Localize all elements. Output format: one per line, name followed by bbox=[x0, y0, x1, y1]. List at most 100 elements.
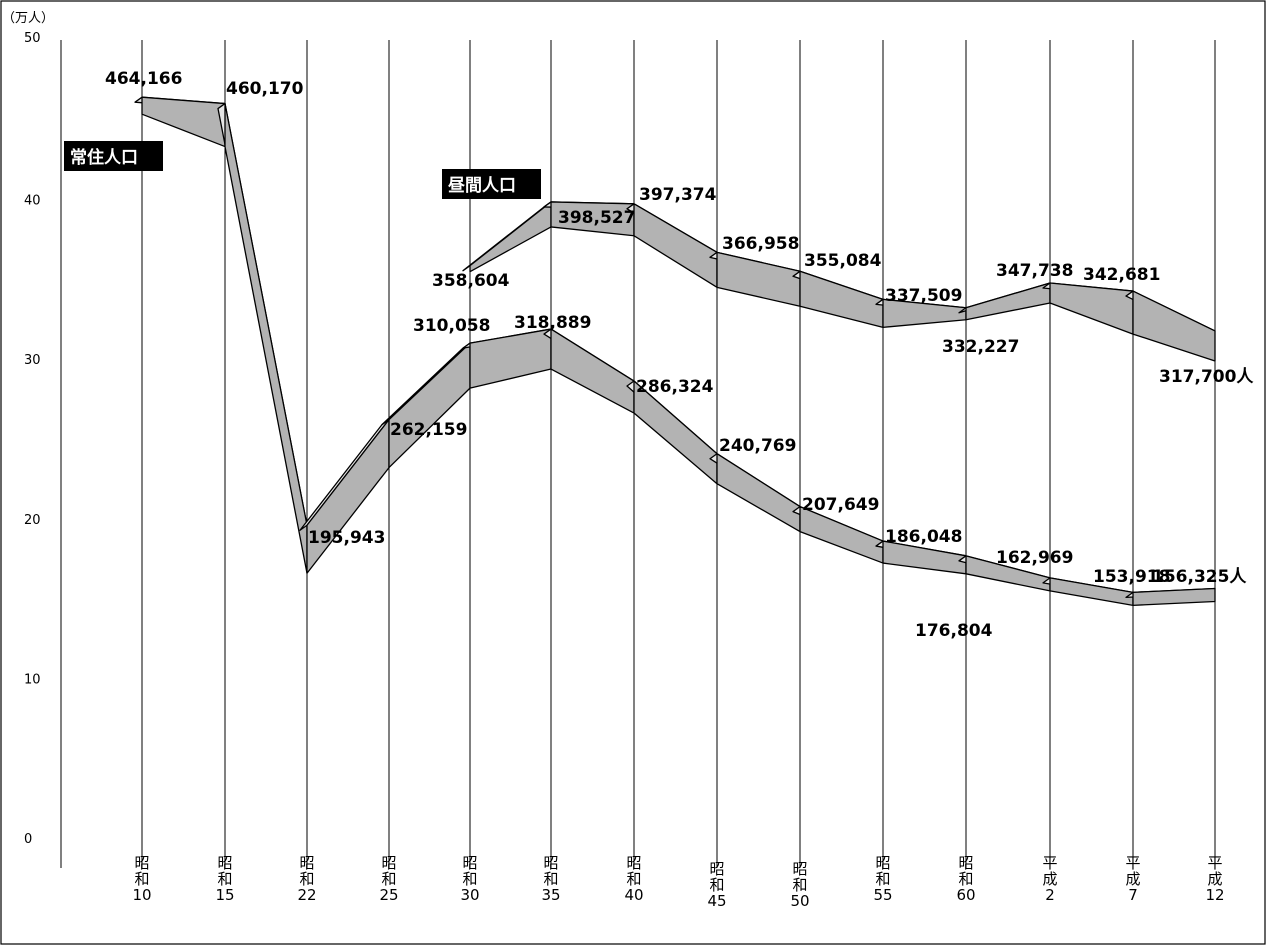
data-label: 358,604 bbox=[432, 271, 510, 291]
x-tick-label-part: 昭 bbox=[381, 854, 396, 872]
y-tick-label: 30 bbox=[24, 353, 41, 368]
x-tick-label: 平成2 bbox=[1042, 854, 1057, 904]
series-name-box: 常住人口 bbox=[64, 141, 163, 171]
ribbon-segment bbox=[799, 505, 884, 564]
x-tick-label-part: 和 bbox=[299, 870, 314, 888]
data-label: 342,681 bbox=[1083, 265, 1160, 285]
y-tick-label: 40 bbox=[24, 194, 41, 209]
data-label: 464,166 bbox=[105, 69, 182, 89]
x-tick-label-part: 12 bbox=[1205, 886, 1224, 904]
data-label: 347,738 bbox=[996, 261, 1073, 281]
x-tick-label-part: 45 bbox=[707, 892, 726, 910]
ribbon-segment bbox=[1132, 587, 1216, 606]
x-tick-label-part: 成 bbox=[1042, 870, 1057, 888]
ribbon-segment bbox=[388, 342, 471, 469]
data-label: 355,084 bbox=[804, 251, 882, 271]
x-axis-labels: 昭和10昭和15昭和22昭和25昭和30昭和35昭和40昭和45昭和50昭和55… bbox=[132, 854, 1224, 910]
series-name-label: 昼間人口 bbox=[448, 176, 516, 196]
x-tick-label-part: 和 bbox=[875, 870, 890, 888]
x-tick-label-part: 25 bbox=[379, 886, 398, 904]
ribbon-segment bbox=[224, 102, 308, 574]
x-tick-label-part: 15 bbox=[215, 886, 234, 904]
ribbon-segment bbox=[1132, 290, 1216, 362]
x-tick-label-part: 昭 bbox=[462, 854, 477, 872]
ribbon-segment bbox=[469, 328, 552, 389]
ribbon-segment bbox=[1049, 282, 1134, 335]
x-tick-label-part: 和 bbox=[217, 870, 232, 888]
series-name-box: 昼間人口 bbox=[442, 169, 541, 199]
x-tick-label-part: 和 bbox=[134, 870, 149, 888]
x-tick-label: 平成7 bbox=[1125, 854, 1140, 904]
data-label: 176,804 bbox=[915, 621, 993, 641]
y-tick-label: 0 bbox=[24, 832, 32, 847]
y-tick-label: 20 bbox=[24, 513, 41, 528]
x-tick-label-part: 10 bbox=[132, 886, 151, 904]
x-tick-label-part: 40 bbox=[624, 886, 643, 904]
y-tick-label: 10 bbox=[24, 672, 41, 687]
ribbon-segment bbox=[799, 270, 884, 328]
x-tick-label-part: 30 bbox=[460, 886, 479, 904]
x-tick-label-part: 昭 bbox=[543, 854, 558, 872]
ribbon-segment bbox=[306, 418, 390, 574]
ribbon-segment bbox=[141, 96, 226, 148]
data-label: 317,700人 bbox=[1159, 367, 1254, 387]
series-name-bg bbox=[442, 169, 541, 199]
ribbon-segment bbox=[716, 251, 801, 307]
data-label: 337,509 bbox=[885, 286, 962, 306]
x-tick-label-part: 和 bbox=[792, 876, 807, 894]
x-tick-label-part: 昭 bbox=[709, 860, 724, 878]
ribbon-segment bbox=[550, 328, 635, 414]
data-label: 262,159 bbox=[390, 420, 467, 440]
x-tick-label-part: 昭 bbox=[792, 860, 807, 878]
data-label: 332,227 bbox=[942, 337, 1019, 357]
data-label: 153,918 bbox=[1093, 567, 1170, 587]
x-tick-label-part: 和 bbox=[626, 870, 641, 888]
x-tick-label-part: 昭 bbox=[958, 854, 973, 872]
x-tick-label-part: 50 bbox=[790, 892, 809, 910]
data-label: 397,374 bbox=[639, 185, 717, 205]
data-label: 286,324 bbox=[636, 377, 714, 397]
y-axis-ticks: 0 10 20 30 40 50 bbox=[24, 31, 41, 847]
x-tick-label-part: 平 bbox=[1125, 854, 1140, 872]
y-tick-label: 50 bbox=[24, 31, 41, 46]
data-label: 207,649 bbox=[802, 495, 879, 515]
y-unit-label: （万人） bbox=[2, 11, 54, 26]
data-label: 162,969 bbox=[996, 548, 1073, 568]
data-label: 366,958 bbox=[722, 234, 799, 254]
data-label-layer: 464,166 460,170 195,943 262,159 310,058 318,8… bbox=[105, 69, 1254, 641]
x-tick-label-part: 55 bbox=[873, 886, 892, 904]
x-tick-label-part: 60 bbox=[956, 886, 975, 904]
x-tick-label-part: 昭 bbox=[299, 854, 314, 872]
series-daytime bbox=[462, 201, 1216, 362]
x-tick-label-part: 2 bbox=[1045, 886, 1055, 904]
data-label: 398,527 bbox=[558, 208, 635, 228]
x-tick-label-part: 平 bbox=[1042, 854, 1057, 872]
x-tick-label-part: 和 bbox=[543, 870, 558, 888]
data-label: 318,889 bbox=[514, 313, 591, 333]
data-label: 195,943 bbox=[308, 528, 385, 548]
x-tick-label-part: 和 bbox=[709, 876, 724, 894]
ribbon-segment bbox=[633, 203, 718, 288]
x-tick-label-part: 和 bbox=[462, 870, 477, 888]
data-label: 460,170 bbox=[226, 79, 304, 99]
x-tick-label-part: 成 bbox=[1125, 870, 1140, 888]
series-resident bbox=[134, 96, 1216, 606]
x-tick-label-part: 和 bbox=[381, 870, 396, 888]
series-name-label: 常住人口 bbox=[70, 147, 138, 168]
data-label: 156,325人 bbox=[1152, 567, 1247, 587]
x-tick-label-part: 平 bbox=[1207, 854, 1222, 872]
ribbon-segment bbox=[469, 201, 552, 273]
data-label: 310,058 bbox=[413, 316, 490, 336]
